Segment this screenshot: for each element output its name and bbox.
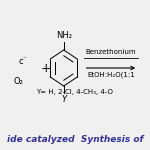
Text: O₂: O₂ (14, 78, 24, 87)
Text: c: c (18, 57, 23, 66)
Text: NH₂: NH₂ (56, 31, 72, 40)
Text: Y= H, 2-Cl, 4-CH₃, 4-O: Y= H, 2-Cl, 4-CH₃, 4-O (36, 89, 113, 95)
Text: EtOH:H₂O(1:1: EtOH:H₂O(1:1 (87, 72, 135, 78)
Text: Y: Y (61, 95, 66, 104)
Text: Benzethonium: Benzethonium (86, 49, 136, 55)
Text: +: + (41, 61, 52, 75)
Text: ⁻: ⁻ (23, 56, 27, 62)
Text: ide catalyzed  Synthesis of: ide catalyzed Synthesis of (7, 135, 143, 144)
